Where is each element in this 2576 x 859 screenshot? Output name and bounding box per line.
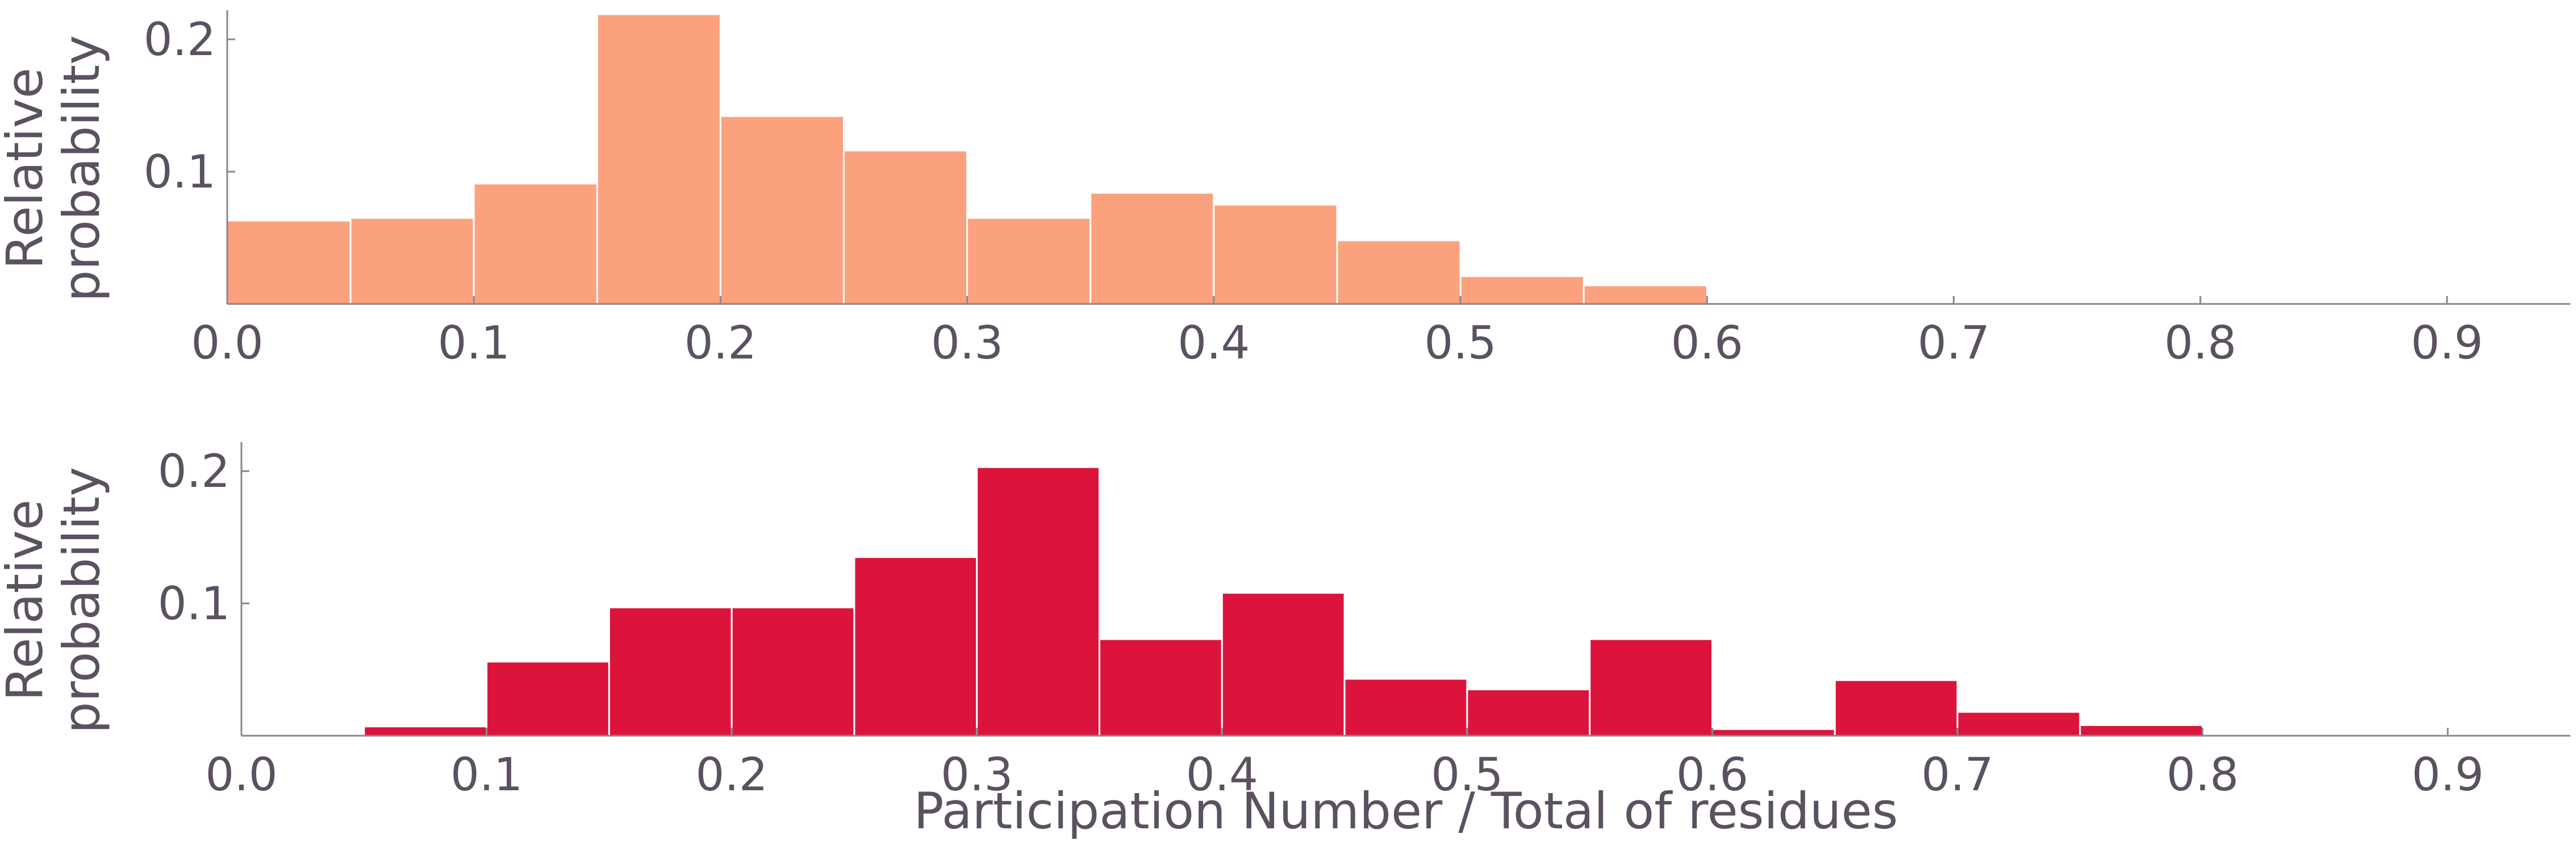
x-tick-label: 0.6: [1676, 748, 1748, 801]
x-tick-label: 0.1: [438, 316, 510, 369]
x-tick-label: 0.3: [941, 748, 1013, 801]
histogram-bar: [976, 466, 1101, 737]
histogram-bar: [363, 725, 488, 737]
x-tick-label: 0.0: [191, 316, 263, 369]
x-tick-label: 0.7: [1921, 748, 1993, 801]
histogram-bar: [1343, 678, 1468, 737]
histogram-bar: [2079, 724, 2204, 737]
y-axis-label: probability: [52, 35, 111, 302]
x-tick-label: 0.0: [205, 748, 277, 801]
histogram-bar: [719, 115, 845, 305]
y-axis-label: Relative: [0, 499, 54, 701]
histogram-bar: [1711, 728, 1836, 737]
histogram-bar: [1221, 591, 1346, 737]
histogram-bar: [349, 217, 475, 305]
y-tick-label: 0.2: [158, 445, 230, 498]
histogram-bar: [1589, 638, 1713, 737]
y-tick-label: 0.1: [144, 145, 216, 198]
histogram-bar: [1089, 191, 1215, 305]
histogram-bar: [473, 182, 598, 305]
x-tick-label: 0.1: [450, 748, 523, 801]
x-tick-label: 0.2: [684, 316, 757, 369]
histogram-bar: [853, 556, 978, 737]
bottom-histogram-panel: 0.0 0.1 0.2 0.3 0.4 0.5 0.6 0.7 0.8 0.9 0.1 0.2 Rela…: [0, 442, 2570, 840]
histogram-bar: [1459, 275, 1585, 305]
histogram-bar: [730, 606, 855, 737]
histogram-bar: [1834, 679, 1959, 737]
x-tick-label: 0.5: [1431, 748, 1503, 801]
histogram-bar: [1583, 284, 1708, 305]
y-axis-label: probability: [52, 467, 111, 734]
histogram-bar: [1336, 239, 1462, 305]
histogram-bar: [1466, 688, 1591, 737]
x-tick-label: 0.7: [1918, 316, 1990, 369]
y-tick-label: 0.1: [158, 577, 230, 630]
histogram-bar: [966, 217, 1092, 305]
y-tick-label: 0.2: [144, 13, 216, 66]
y-axis-label: Relative: [0, 68, 54, 269]
histogram-bar: [1099, 638, 1223, 737]
histogram-bar: [596, 13, 721, 305]
x-tick-label: 0.5: [1424, 316, 1496, 369]
x-tick-label: 0.4: [1186, 748, 1258, 801]
x-tick-label: 0.2: [696, 748, 768, 801]
x-tick-label: 0.8: [2164, 316, 2236, 369]
histogram-bar: [226, 219, 352, 305]
histogram-bar: [608, 606, 733, 737]
x-axis-label: Participation Number / Total of residues: [913, 782, 1898, 840]
histogram-bar: [486, 661, 610, 737]
x-tick-label: 0.4: [1178, 316, 1250, 369]
x-tick-label: 0.9: [2411, 316, 2483, 369]
x-tick-label: 0.6: [1671, 316, 1743, 369]
x-tick-label: 0.9: [2412, 748, 2484, 801]
top-histogram-panel: 0.0 0.1 0.2 0.3 0.4 0.5 0.6 0.7 0.8 0.9 0.1 0.2 Rela…: [0, 10, 2570, 369]
histogram-bar: [1213, 203, 1338, 305]
x-tick-label: 0.3: [931, 316, 1003, 369]
x-tick-label: 0.8: [2166, 748, 2239, 801]
histogram-bar: [1956, 711, 2081, 737]
histogram-bar: [843, 149, 968, 305]
